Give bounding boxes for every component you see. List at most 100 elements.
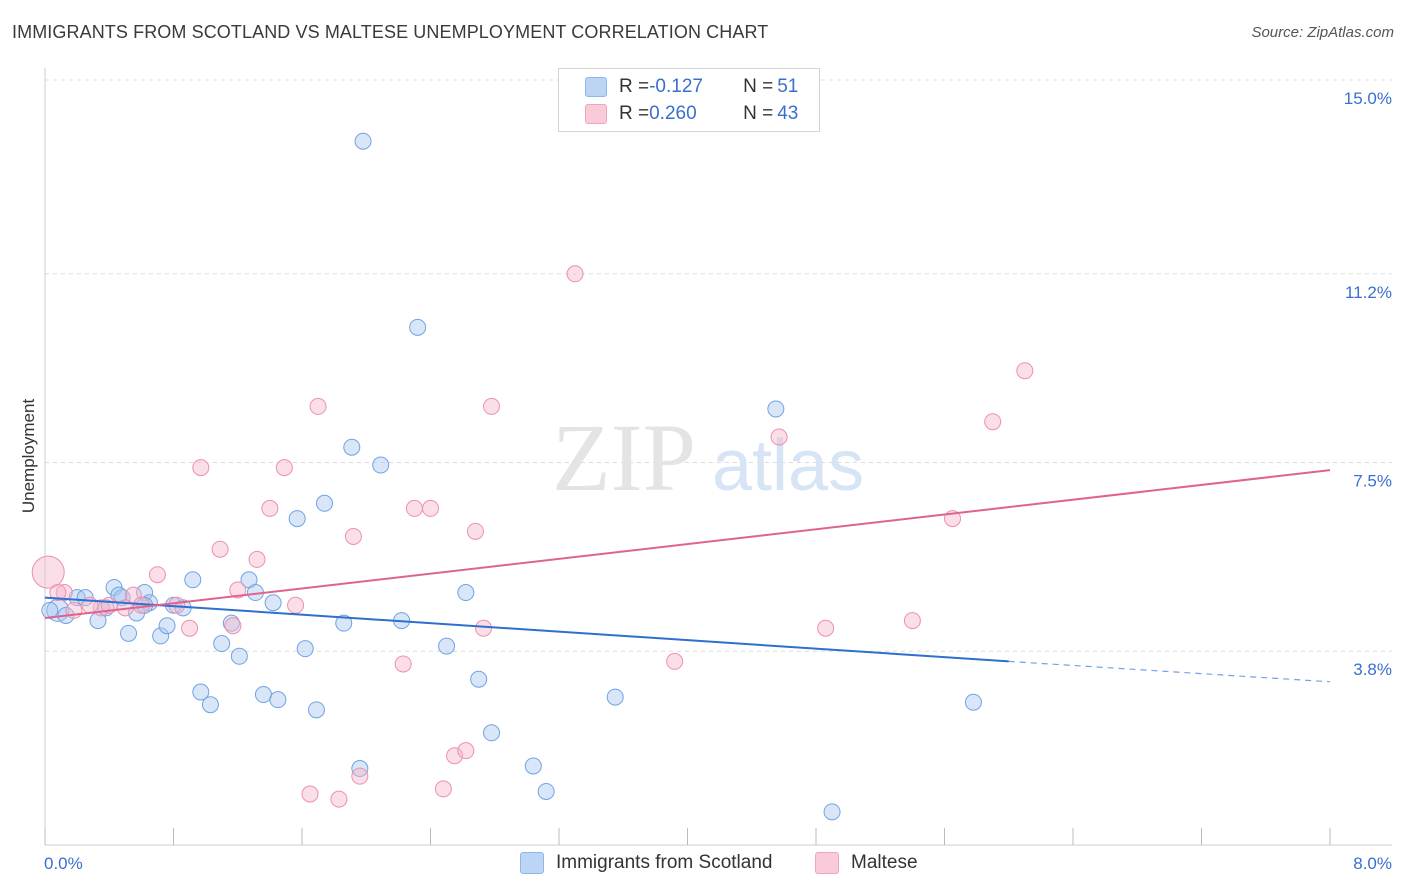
legend-item-scotland[interactable]: Immigrants from Scotland	[520, 852, 772, 874]
trend-line-scotland	[44, 596, 1009, 663]
y-tick-label: 7.5%	[1353, 472, 1392, 491]
legend-r-label: R =	[619, 103, 650, 124]
data-point-maltese	[49, 584, 67, 602]
legend-n-value: 51	[777, 76, 799, 97]
axes	[44, 68, 1392, 846]
data-point-scotland	[152, 627, 170, 645]
data-point-maltese	[330, 790, 348, 808]
legend-r-label: R =	[619, 76, 650, 97]
data-point-scotland	[964, 693, 982, 711]
data-point-scotland	[470, 670, 488, 688]
legend-item-maltese[interactable]: Maltese	[815, 852, 918, 874]
watermark: ZIP atlas	[552, 404, 864, 511]
data-point-maltese	[984, 413, 1002, 431]
x-tick-label: 0.0%	[44, 854, 83, 873]
data-point-maltese	[394, 655, 412, 673]
legend-swatch-scotland	[585, 77, 607, 97]
data-point-scotland	[136, 584, 154, 602]
y-axis-label: Unemployment	[19, 399, 38, 514]
data-point-scotland	[606, 688, 624, 706]
legend-swatch-maltese	[815, 852, 839, 874]
data-point-maltese	[405, 499, 423, 517]
data-point-maltese	[475, 619, 493, 637]
x-tick-label: 8.0%	[1353, 854, 1392, 873]
data-point-scotland	[288, 510, 306, 528]
watermark-atlas: atlas	[712, 426, 864, 506]
data-point-scotland	[192, 683, 210, 701]
data-point-scotland	[254, 686, 272, 704]
data-point-maltese	[31, 555, 65, 589]
data-point-maltese	[817, 619, 835, 637]
legend-swatch-maltese	[585, 104, 607, 124]
legend-row-maltese: R = 0.260 N = 43	[585, 101, 798, 127]
data-point-maltese	[466, 522, 484, 540]
data-point-scotland	[537, 782, 555, 800]
data-point-scotland	[201, 696, 219, 714]
legend-r-value: 0.260	[649, 103, 697, 124]
legend-r-value: -0.127	[649, 76, 703, 97]
data-point-maltese	[261, 499, 279, 517]
data-point-scotland	[343, 438, 361, 456]
data-point-maltese	[422, 499, 439, 517]
watermark-zip: ZIP	[552, 404, 696, 511]
data-point-scotland	[524, 757, 542, 775]
trend-lines	[44, 469, 1331, 683]
series-maltese-points	[31, 265, 1034, 808]
data-point-scotland	[269, 691, 287, 709]
data-point-maltese	[770, 428, 788, 446]
y-tick-label: 15.0%	[1344, 89, 1392, 108]
data-point-maltese	[344, 527, 362, 545]
data-point-scotland	[158, 617, 176, 635]
data-point-maltese	[1016, 362, 1034, 380]
data-point-scotland	[264, 594, 282, 612]
data-point-scotland	[315, 494, 333, 512]
data-point-scotland	[213, 635, 231, 653]
data-point-maltese	[224, 617, 242, 635]
data-point-scotland	[823, 803, 841, 821]
data-point-maltese	[483, 397, 501, 415]
legend-n-label: N =	[743, 76, 774, 97]
data-point-scotland	[372, 456, 390, 474]
data-point-maltese	[903, 612, 921, 630]
source-label: Source: ZipAtlas.com	[1251, 24, 1394, 41]
data-point-scotland	[409, 318, 427, 336]
data-point-scotland	[230, 647, 248, 665]
legend-swatch-scotland	[520, 852, 544, 874]
trend-line-maltese	[44, 469, 1331, 620]
legend-n-value: 43	[777, 103, 799, 124]
data-point-scotland	[120, 624, 138, 642]
data-point-maltese	[434, 780, 452, 798]
data-point-scotland	[296, 640, 314, 658]
data-point-maltese	[181, 619, 199, 637]
data-point-maltese	[192, 459, 210, 477]
legend-label-maltese: Maltese	[851, 852, 918, 873]
legend-n-label: N =	[743, 103, 774, 124]
tick-labels: 3.8% 7.5% 11.2% 15.0% 0.0% 8.0%	[44, 89, 1392, 873]
data-point-maltese	[275, 459, 293, 477]
data-point-maltese	[666, 652, 684, 670]
data-point-maltese	[287, 596, 305, 614]
data-point-maltese	[351, 767, 369, 785]
legend-row-scotland: R = -0.127 N = 51	[585, 74, 798, 100]
data-point-maltese	[55, 584, 73, 602]
data-point-scotland	[222, 614, 240, 632]
data-point-scotland	[483, 724, 501, 742]
data-point-scotland	[184, 571, 202, 589]
data-point-scotland	[457, 584, 475, 602]
data-point-maltese	[248, 550, 266, 568]
chart-title: IMMIGRANTS FROM SCOTLAND VS MALTESE UNEM…	[12, 22, 769, 42]
grid-lines	[45, 79, 1392, 652]
y-tick-label: 11.2%	[1345, 283, 1392, 302]
trend-line-scotland-extension	[1008, 660, 1331, 683]
data-point-scotland	[354, 132, 372, 150]
data-point-maltese	[301, 785, 319, 803]
data-point-scotland	[438, 637, 456, 655]
series-legend: Immigrants from Scotland Maltese	[0, 852, 1406, 878]
correlation-legend: R = -0.127 N = 51 R = 0.260 N = 43	[558, 68, 820, 132]
data-point-maltese	[148, 566, 166, 584]
data-point-maltese	[309, 397, 327, 415]
data-point-scotland	[335, 614, 353, 632]
legend-label-scotland: Immigrants from Scotland	[556, 852, 773, 873]
data-point-scotland	[767, 400, 785, 418]
